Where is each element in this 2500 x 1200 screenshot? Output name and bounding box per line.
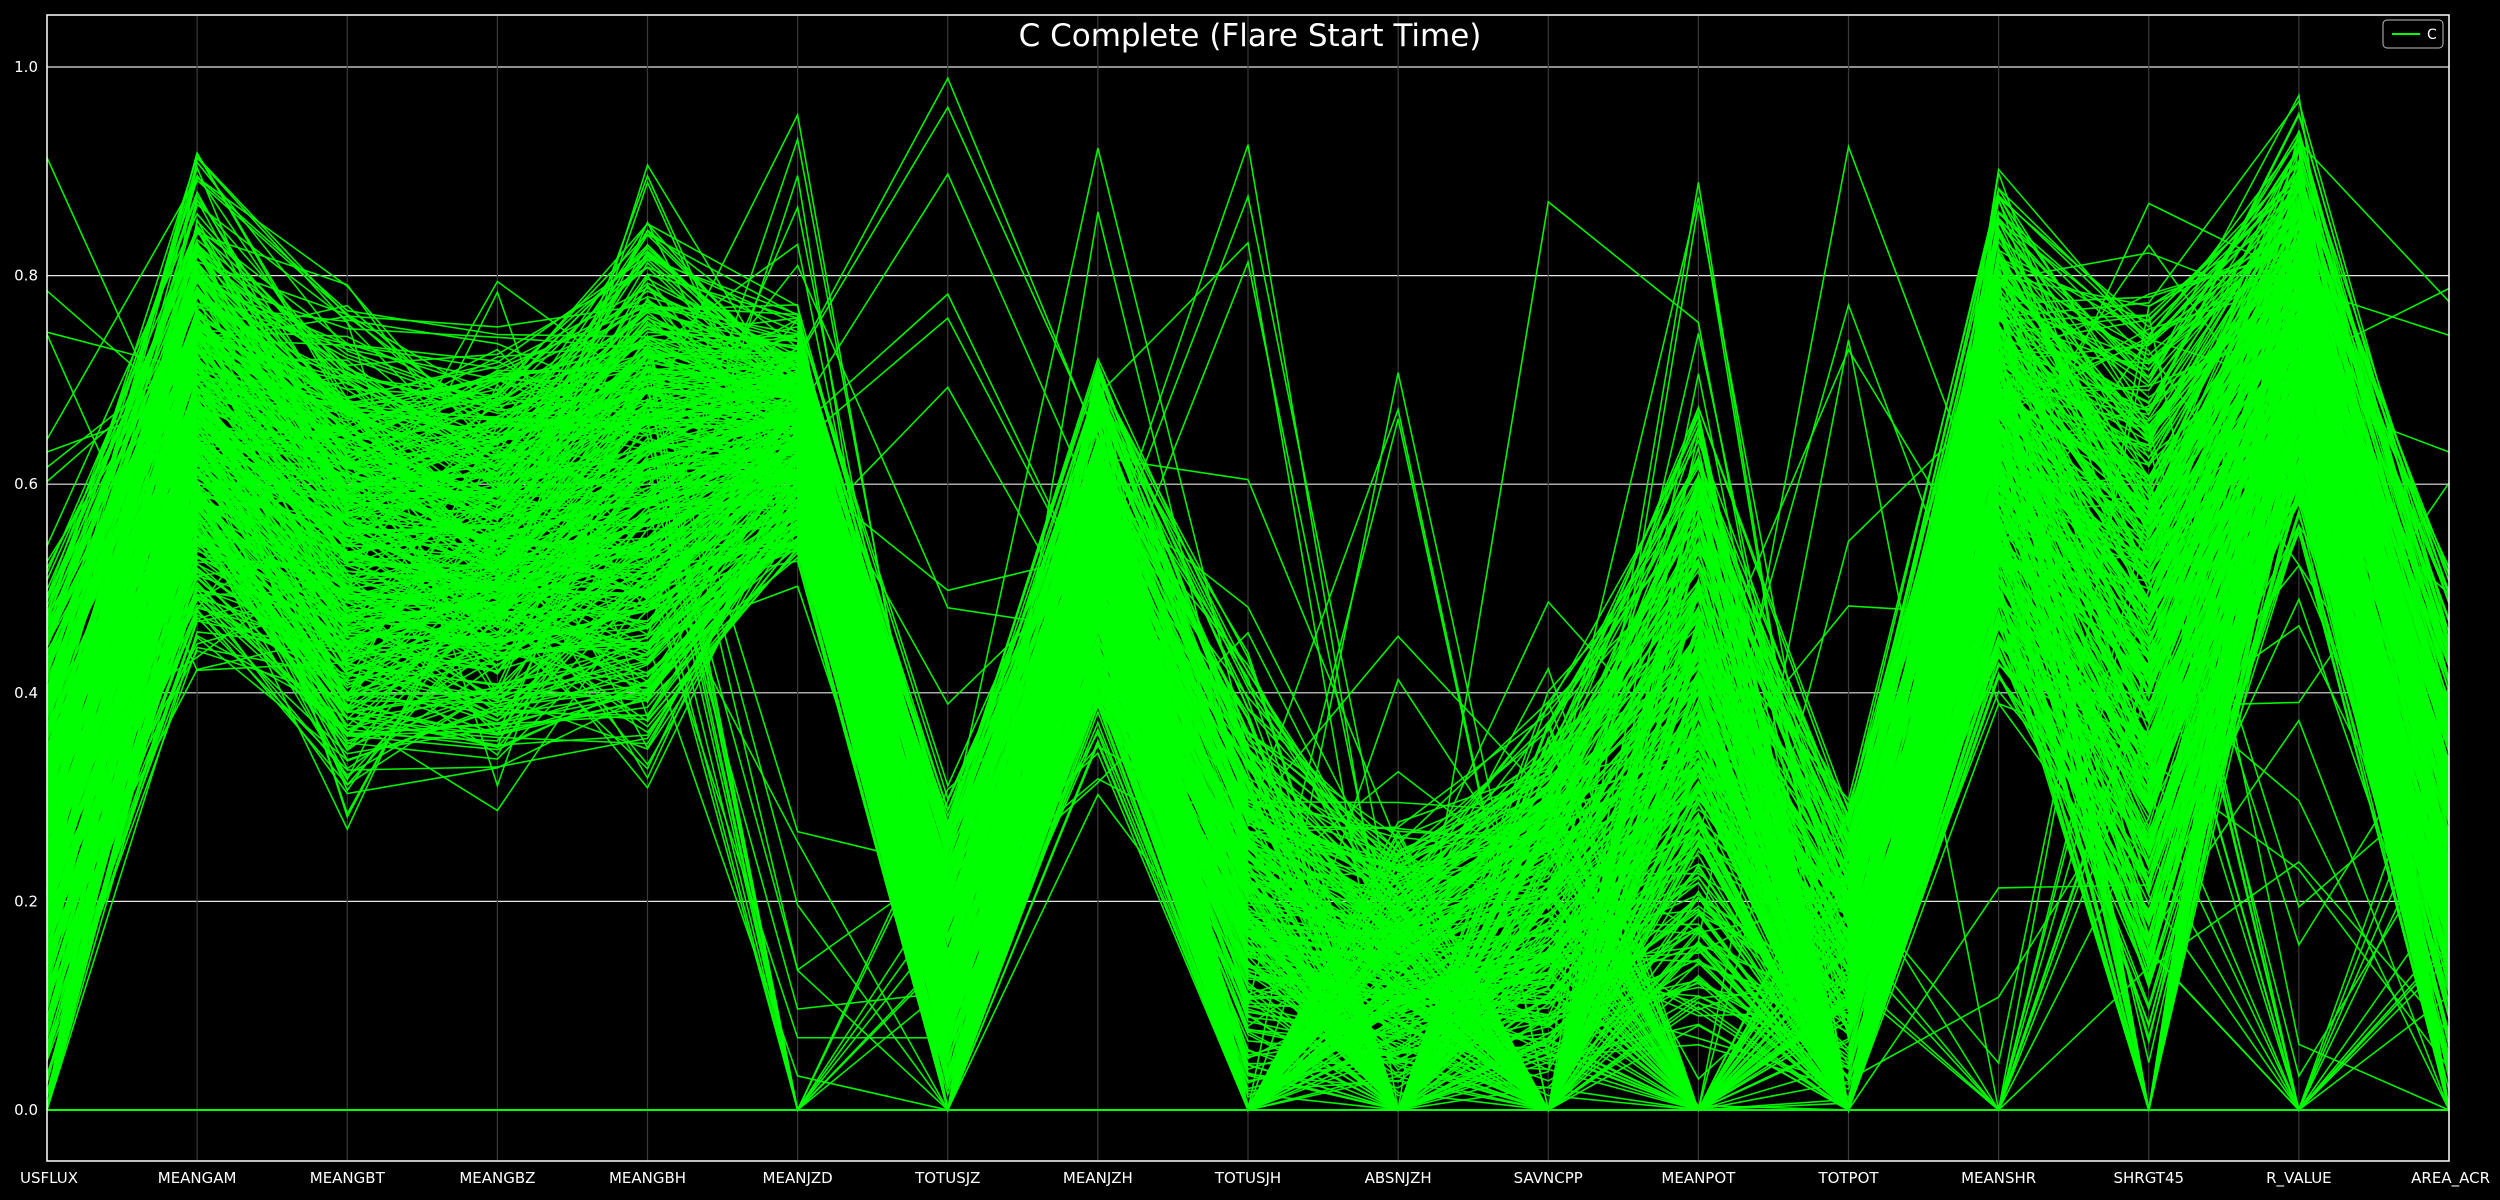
x-label-meanjzh: MEANJZH <box>1063 1169 1133 1187</box>
x-label-r_value: R_VALUE <box>2266 1169 2332 1188</box>
series-line-c <box>46 221 2450 1111</box>
series-line-c <box>46 218 2450 904</box>
series-line-c <box>46 437 2450 1112</box>
series-line-c <box>46 291 2450 1113</box>
series-line-c <box>46 237 2450 1111</box>
series-line-c <box>46 112 2450 1111</box>
series-line-c <box>46 492 2450 1113</box>
series-line-c <box>46 286 2450 1113</box>
x-label-shrgt45: SHRGT45 <box>2113 1169 2184 1187</box>
x-label-meanpot: MEANPOT <box>1661 1169 1736 1187</box>
series-line-c <box>46 144 2450 1034</box>
series-line-c <box>46 273 2450 1111</box>
y-tick-0.8: 0.8 <box>14 267 38 285</box>
series-line-c <box>46 279 2450 1112</box>
x-label-area_acr: AREA_ACR <box>2411 1169 2490 1188</box>
series-line-c <box>46 270 2450 1112</box>
plot-frame <box>46 14 2450 1162</box>
y-tick-0.0: 0.0 <box>14 1101 38 1119</box>
series-line-c <box>46 220 2450 1112</box>
legend: C <box>2382 19 2444 49</box>
y-tick-1.0: 1.0 <box>14 58 38 76</box>
series-line-c <box>46 247 2450 1113</box>
data-lines <box>46 76 2450 1114</box>
x-label-meangbh: MEANGBH <box>609 1169 686 1187</box>
y-tick-0.2: 0.2 <box>14 892 38 910</box>
series-line-c <box>46 155 2450 1113</box>
series-line-c <box>46 414 2450 1113</box>
series-line-c <box>46 197 2450 1111</box>
x-label-usflux: USFLUX <box>20 1169 78 1187</box>
series-line-c <box>46 303 2450 1111</box>
x-label-meangam: MEANGAM <box>158 1169 237 1187</box>
series-line-c <box>46 202 2450 1111</box>
series-line-c <box>46 385 2450 1112</box>
series-line-c <box>46 245 2450 1112</box>
series-line-c <box>46 319 2450 1112</box>
series-line-c <box>46 308 2450 1113</box>
x-axis-labels: USFLUX MEANGAM MEANGBT MEANGBZ MEANGBH MEANJZ… <box>20 1169 2490 1188</box>
legend-label-c: C <box>2427 27 2437 43</box>
series-line-c <box>46 253 2450 1112</box>
chart-title: C Complete (Flare Start Time) <box>1019 18 1482 54</box>
series-line-c <box>46 437 2450 1113</box>
x-label-absnjzh: ABSNJZH <box>1365 1169 1432 1187</box>
series-line-c <box>46 415 2450 1111</box>
y-tick-labels: 0.0 0.2 0.4 0.6 0.8 1.0 <box>14 58 38 1119</box>
series-line-c <box>46 261 2450 1111</box>
series-line-c <box>46 130 2450 1113</box>
y-tick-0.6: 0.6 <box>14 475 38 493</box>
x-label-totusjh: TOTUSJH <box>1214 1169 1281 1187</box>
series-line-c <box>46 380 2450 1111</box>
series-line-c <box>46 279 2450 1111</box>
series-line-c <box>46 140 2450 1113</box>
series-line-c <box>46 365 2450 1111</box>
x-label-meanjzd: MEANJZD <box>763 1169 833 1187</box>
series-line-c <box>46 458 2450 1111</box>
x-label-meangbt: MEANGBT <box>310 1169 386 1187</box>
series-line-c <box>46 403 2450 1111</box>
series-line-c <box>46 150 2450 1113</box>
series-line-c <box>46 443 2450 1114</box>
series-line-c <box>46 485 2450 1111</box>
x-label-totusjz: TOTUSJZ <box>914 1169 980 1187</box>
series-line-c <box>46 202 2450 1113</box>
series-line-c <box>46 205 2450 1112</box>
y-tick-0.4: 0.4 <box>14 684 38 702</box>
series-line-c <box>46 224 2450 1113</box>
x-label-meangbz: MEANGBZ <box>459 1169 535 1187</box>
series-line-c <box>46 254 2450 1113</box>
x-label-savncpp: SAVNCPP <box>1514 1169 1583 1187</box>
series-line-c <box>46 144 2450 1112</box>
series-line-c <box>46 250 2450 1113</box>
series-line-c <box>46 412 2450 1112</box>
x-label-totpot: TOTPOT <box>1817 1169 1879 1187</box>
series-line-c <box>46 220 2450 1112</box>
series-line-c <box>46 323 2450 1113</box>
x-label-meanshr: MEANSHR <box>1961 1169 2036 1187</box>
series-line-c <box>46 157 2450 1111</box>
